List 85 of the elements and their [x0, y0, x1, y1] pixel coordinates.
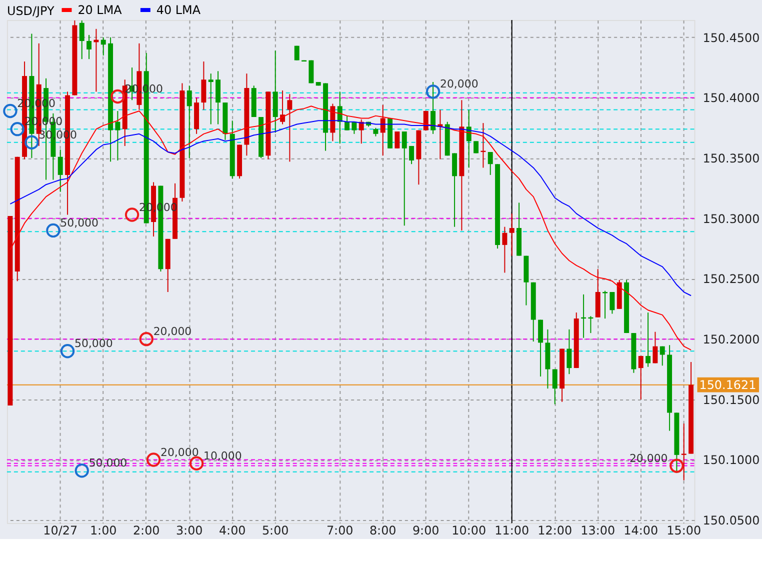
candlestick [201, 61, 206, 110]
legend-label: 20 LMA [78, 3, 123, 18]
annotation: 20,000 [440, 78, 478, 91]
candlestick [79, 20, 84, 60]
x-tick-label: 4:00 [218, 523, 246, 538]
annotation: 20,000 [24, 115, 63, 128]
point [24, 135, 39, 150]
point [60, 344, 75, 358]
y-tick-label: 150.4000 [702, 91, 760, 106]
ref-line-label: 150.1621 [699, 378, 756, 392]
candlestick [509, 213, 514, 256]
annotation: 20,000 [17, 96, 56, 110]
annotation: 50,000 [74, 337, 113, 350]
annotation: 50,000 [60, 216, 98, 230]
x-tick-label: 1:00 [90, 523, 117, 538]
point [189, 456, 204, 470]
candlestick [430, 82, 436, 134]
candlestick [452, 152, 458, 228]
candlestick [344, 115, 350, 131]
candlestick [538, 319, 544, 377]
annotation: 10,000 [204, 449, 242, 462]
candlestick [352, 121, 357, 134]
candlestick [100, 36, 106, 56]
legend-title: USD/JPY [6, 4, 55, 18]
candlestick [474, 140, 479, 154]
y-tick-label: 150.4500 [702, 30, 760, 45]
point [670, 458, 684, 473]
x-tick-label: 15:00 [666, 523, 702, 538]
candlestick [502, 226, 508, 274]
y-tick-label: 150.2500 [702, 272, 760, 286]
point [146, 452, 161, 467]
x-tick-label: 10/27 [43, 523, 78, 538]
candlestick [115, 110, 120, 161]
candlestick [409, 145, 414, 165]
legend-label: 40 LMA [156, 3, 202, 18]
x-tick-label: 5:00 [262, 523, 289, 538]
y-tick-label: 150.1000 [702, 453, 760, 468]
candlestick [681, 423, 686, 481]
point [74, 464, 89, 478]
x-tick-label: 8:00 [369, 523, 396, 538]
candlestick [652, 331, 658, 364]
x-tick-label: 9:00 [412, 523, 440, 538]
candlestick [186, 85, 192, 159]
x-tick-label: 2:00 [132, 523, 160, 538]
point [124, 208, 140, 222]
candlestick [287, 94, 292, 162]
candlestick [394, 130, 400, 149]
x-tick-label: 12:00 [538, 523, 572, 538]
candlestick [660, 346, 665, 366]
annotation: 20,000 [160, 446, 199, 459]
y-tick-label: 150.0500 [702, 514, 760, 528]
x-tick-label: 14:00 [624, 523, 658, 538]
point [110, 89, 125, 104]
candlestick [638, 355, 644, 400]
point [139, 332, 154, 346]
candlestick [208, 73, 214, 125]
annotation: 50,000 [88, 456, 128, 470]
candlestick [380, 104, 386, 156]
x-tick-label: 11:00 [494, 523, 530, 538]
candlestick [402, 130, 407, 226]
annotation: 20,000 [139, 200, 178, 214]
point [10, 122, 24, 136]
x-tick-label: 3:00 [176, 523, 203, 538]
candlestick [58, 149, 63, 192]
y-tick-label: 150.2000 [702, 332, 760, 347]
point [426, 84, 440, 99]
candlestick [280, 90, 286, 125]
point [46, 223, 60, 238]
annotation: 20,000 [629, 452, 668, 465]
x-tick-label: 10:00 [452, 523, 486, 538]
candlestick [294, 45, 300, 61]
x-tick-label: 7:00 [326, 523, 354, 538]
candlestick [488, 152, 493, 176]
candlestick [552, 368, 558, 405]
y-tick-label: 150.1500 [702, 392, 760, 407]
x-tick-label: 13:00 [580, 523, 616, 538]
y-tick-label: 150.3500 [702, 152, 760, 166]
candlestick [646, 312, 651, 368]
candlestick [86, 34, 92, 60]
annotation: 20,000 [153, 325, 192, 338]
candlestick [566, 328, 572, 375]
y-tick-label: 150.3000 [702, 212, 760, 226]
candlestick [610, 292, 615, 314]
candlestick [216, 70, 221, 125]
point [3, 104, 18, 118]
